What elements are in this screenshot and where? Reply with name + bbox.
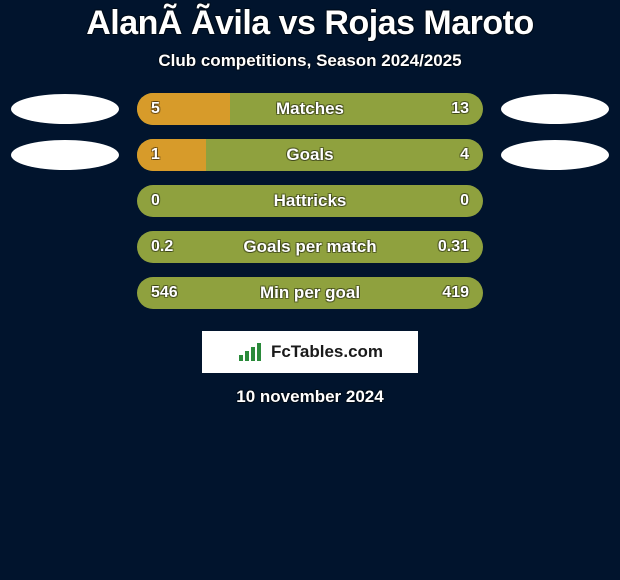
date-text: 10 november 2024 xyxy=(236,387,383,407)
stat-value-left: 0 xyxy=(151,185,160,217)
bar-chart-icon xyxy=(237,341,265,363)
stat-bar: 513Matches xyxy=(137,93,483,125)
stat-rows: 513Matches 14Goals 0 0Hattricks 0.2 0.31Goals… xyxy=(0,93,620,309)
stat-bar: 546 419Min per goal xyxy=(137,277,483,309)
comparison-infographic: AlanÃ Ãvila vs Rojas Maroto Club competi… xyxy=(0,0,620,580)
player-badge-left xyxy=(11,94,119,124)
stat-bar: 0 0Hattricks xyxy=(137,185,483,217)
bar-fill-left xyxy=(137,139,206,171)
stat-row: 0 0Hattricks xyxy=(0,185,620,217)
bar-fill-left xyxy=(137,93,230,125)
stat-value-right: 13 xyxy=(451,93,469,125)
logo-text: FcTables.com xyxy=(271,342,383,362)
source-logo: FcTables.com xyxy=(202,331,418,373)
stat-row: 0.2 0.31Goals per match xyxy=(0,231,620,263)
stat-value-left: 0.2 xyxy=(151,231,173,263)
player-badge-left xyxy=(11,140,119,170)
stat-value-left: 546 xyxy=(151,277,178,309)
stat-label: Min per goal xyxy=(137,277,483,309)
stat-value-right: 4 xyxy=(460,139,469,171)
stat-value-right: 0 xyxy=(460,185,469,217)
stat-row: 14Goals xyxy=(0,139,620,171)
stat-value-right: 0.31 xyxy=(438,231,469,263)
stat-row: 513Matches xyxy=(0,93,620,125)
stat-value-right: 419 xyxy=(442,277,469,309)
stat-bar: 0.2 0.31Goals per match xyxy=(137,231,483,263)
stat-row: 546 419Min per goal xyxy=(0,277,620,309)
stat-bar: 14Goals xyxy=(137,139,483,171)
stat-label: Goals per match xyxy=(137,231,483,263)
page-subtitle: Club competitions, Season 2024/2025 xyxy=(158,51,461,71)
player-badge-right xyxy=(501,140,609,170)
player-badge-right xyxy=(501,94,609,124)
stat-label: Hattricks xyxy=(137,185,483,217)
page-title: AlanÃ Ãvila vs Rojas Maroto xyxy=(86,4,534,43)
